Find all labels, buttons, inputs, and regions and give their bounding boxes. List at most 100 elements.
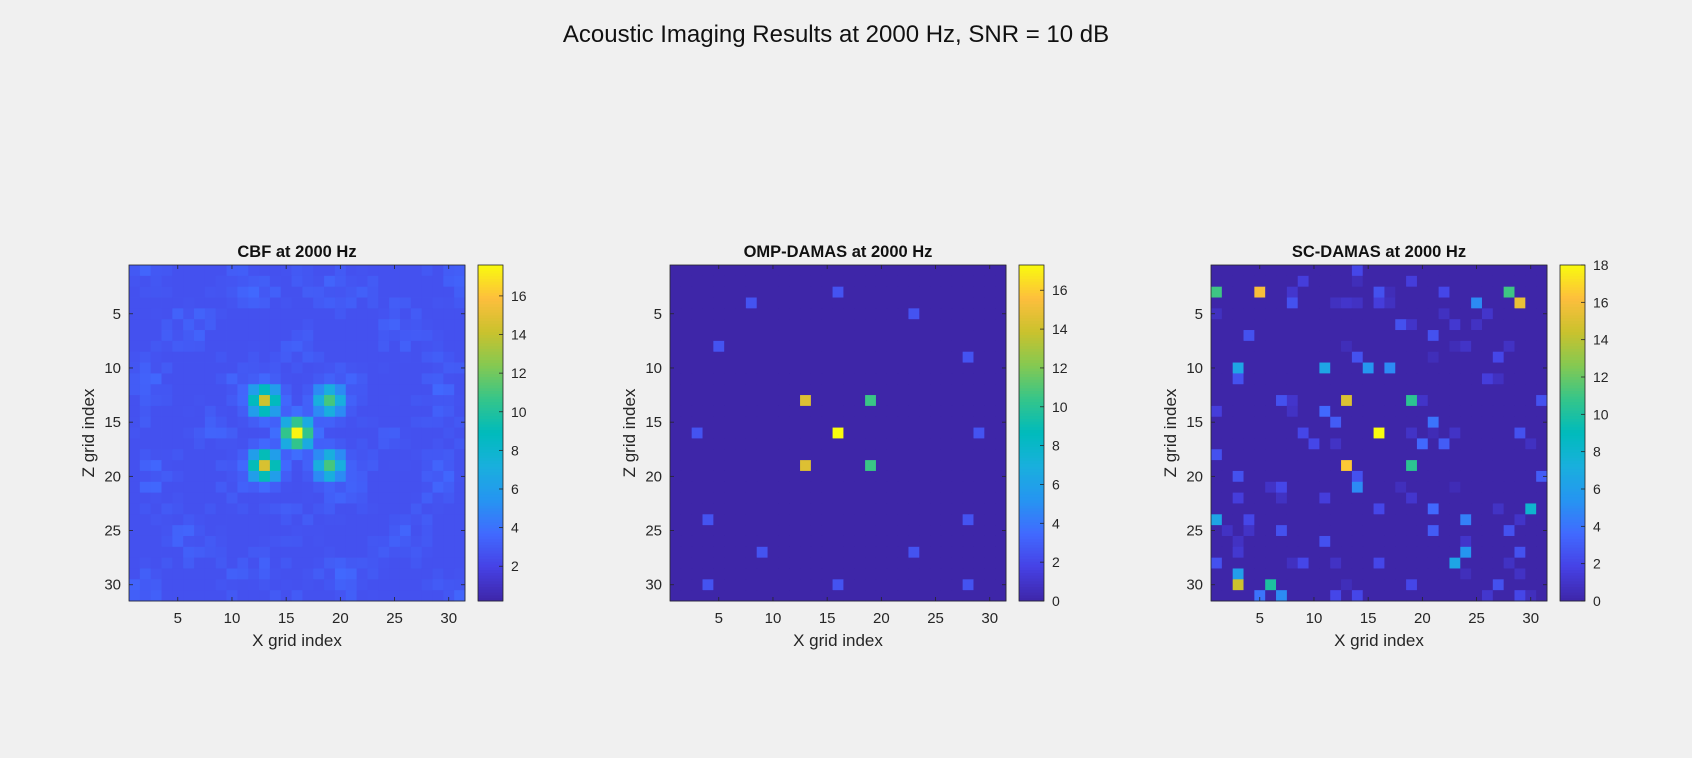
heatmap-cell	[1384, 395, 1396, 407]
heatmap-cell	[962, 384, 974, 396]
heatmap-cell	[1351, 319, 1364, 331]
heatmap-cell	[1481, 514, 1494, 526]
heatmap-cell	[1319, 427, 1331, 439]
heatmap-cell	[800, 546, 812, 559]
colorbar-segment	[478, 340, 503, 344]
heatmap-cell	[248, 470, 260, 483]
heatmap-cell	[875, 470, 888, 483]
heatmap-cell	[1221, 590, 1234, 602]
heatmap-cell	[995, 351, 1007, 363]
heatmap-cell	[1536, 546, 1548, 559]
heatmap-cell	[215, 384, 227, 396]
heatmap-cell	[973, 319, 985, 331]
heatmap-cell	[843, 492, 855, 504]
heatmap-cell	[995, 319, 1007, 331]
heatmap-cell	[1395, 395, 1407, 407]
heatmap-cell	[897, 460, 909, 472]
heatmap-cell	[1514, 449, 1526, 461]
heatmap-cell	[302, 535, 314, 548]
colorbar-segment	[478, 567, 503, 571]
heatmap-cell	[194, 319, 206, 331]
heatmap-cell	[1416, 449, 1429, 461]
heatmap-cell	[1362, 568, 1374, 580]
colorbar-segment	[478, 365, 503, 369]
heatmap-cell	[713, 460, 725, 472]
heatmap-cell	[745, 373, 758, 385]
heatmap-cell	[789, 546, 801, 559]
heatmap-cell	[1254, 449, 1266, 461]
heatmap-cell	[1492, 330, 1505, 342]
heatmap-cell	[1536, 351, 1548, 363]
heatmap-cell	[1341, 330, 1353, 342]
heatmap-cell	[1460, 579, 1472, 591]
heatmap-cell	[1243, 297, 1255, 309]
heatmap-cell	[183, 535, 195, 548]
heatmap-cell	[161, 275, 173, 288]
heatmap-cell	[1536, 514, 1548, 526]
colorbar-segment	[1019, 595, 1044, 599]
heatmap-cell	[767, 427, 779, 439]
heatmap-cell	[367, 308, 379, 320]
heatmap-cell	[1536, 525, 1548, 537]
heatmap-cell	[1373, 308, 1385, 320]
heatmap-cell	[1395, 568, 1407, 580]
heatmap-cell	[735, 297, 747, 309]
heatmap-cell	[226, 525, 238, 537]
heatmap-cell	[150, 297, 162, 309]
heatmap-cell	[183, 557, 195, 569]
heatmap-cell	[810, 492, 823, 504]
heatmap-cell	[1525, 373, 1537, 385]
colorbar-segment	[1019, 578, 1044, 582]
heatmap-cell	[1319, 579, 1331, 591]
heatmap-cell	[302, 470, 314, 483]
heatmap-cell	[204, 525, 217, 537]
heatmap-cell	[367, 568, 379, 580]
heatmap-cell	[821, 438, 833, 450]
heatmap-cell	[1449, 340, 1461, 353]
colorbar-segment	[1019, 511, 1044, 515]
heatmap-cell	[313, 384, 325, 396]
heatmap-cell	[670, 470, 682, 483]
heatmap-cell	[313, 330, 325, 342]
heatmap-cell	[908, 514, 920, 526]
heatmap-cell	[1481, 373, 1494, 385]
heatmap-cell	[1406, 535, 1418, 548]
heatmap-cell	[702, 384, 714, 396]
heatmap-cell	[962, 427, 974, 439]
heatmap-cell	[1351, 265, 1364, 277]
heatmap-cell	[150, 373, 162, 385]
heatmap-cell	[334, 525, 347, 537]
heatmap-cell	[139, 330, 152, 342]
colorbar-segment	[478, 491, 503, 495]
colorbar-segment	[1560, 567, 1585, 571]
heatmap-cell	[1536, 427, 1548, 439]
heatmap-cell	[1460, 535, 1472, 548]
heatmap-cell	[1221, 492, 1234, 504]
heatmap-cell	[767, 460, 779, 472]
colorbar-segment	[478, 550, 503, 554]
heatmap-cell	[1319, 460, 1331, 472]
heatmap-cell	[756, 416, 768, 428]
heatmap-cell	[334, 503, 347, 515]
heatmap-cell	[908, 449, 920, 461]
heatmap-cell	[1471, 416, 1483, 428]
heatmap-cell	[280, 438, 292, 450]
heatmap-cell	[940, 297, 953, 309]
heatmap-cell	[832, 579, 844, 591]
heatmap-cell	[1351, 470, 1364, 483]
heatmap-cell	[280, 351, 292, 363]
heatmap-cell	[1406, 265, 1418, 277]
heatmap-cell	[1297, 275, 1309, 288]
heatmap-cell	[1276, 557, 1288, 569]
heatmap-cell	[291, 297, 303, 309]
heatmap-cell	[399, 405, 412, 418]
heatmap-cell	[334, 470, 347, 483]
heatmap-cell	[767, 373, 779, 385]
heatmap-cell	[226, 265, 238, 277]
heatmap-cell	[1362, 460, 1374, 472]
heatmap-cell	[334, 265, 347, 277]
heatmap-cell	[875, 330, 888, 342]
heatmap-cell	[821, 546, 833, 559]
heatmap-cell	[1308, 438, 1320, 450]
heatmap-cell	[756, 330, 768, 342]
